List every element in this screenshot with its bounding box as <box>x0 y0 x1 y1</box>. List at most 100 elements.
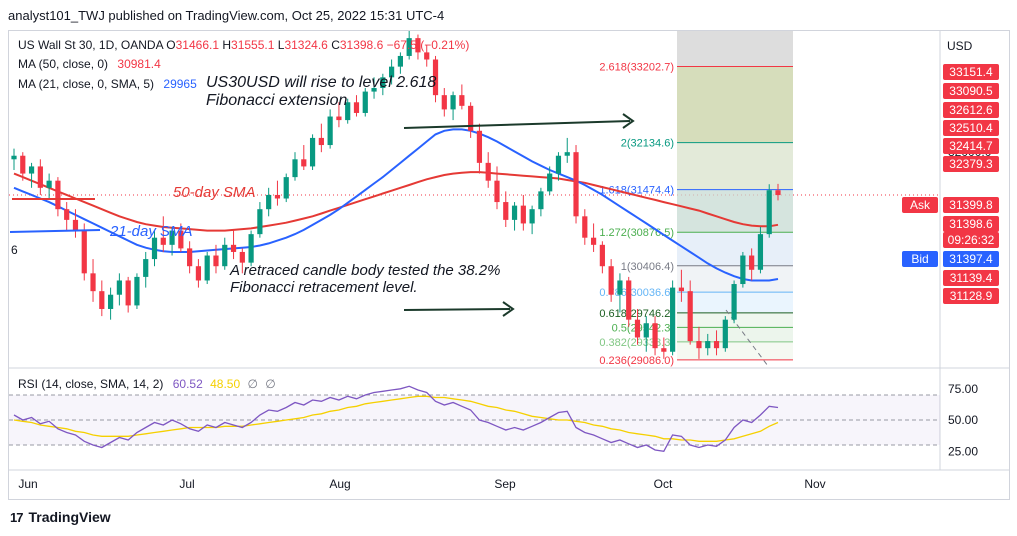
candle-body <box>670 287 676 352</box>
price-badge-text: 32510.4 <box>949 121 993 135</box>
fib-level-label: 1(30406.4) <box>621 261 674 273</box>
annotation-bottom-line: Fibonacci retracement level. <box>230 279 418 296</box>
candle-body <box>309 137 316 167</box>
low-label: L <box>277 38 285 52</box>
price-badge-text: 31139.4 <box>950 271 993 285</box>
candle-body <box>55 180 61 210</box>
candle-body <box>134 276 140 306</box>
chart-frame[interactable] <box>8 30 1010 500</box>
candle-body <box>64 209 70 220</box>
price-axis: USD32000.031000.030000.075.0050.0025.003… <box>902 39 999 458</box>
tradingview-footer[interactable]: 17 TradingView <box>10 509 111 525</box>
candle-body <box>37 166 43 188</box>
symbol-legend: US Wall St 30, 1D, OANDA O31466.1 H31555… <box>18 38 469 52</box>
ma21-label: MA (21, close, 0, SMA, 5) <box>18 77 155 91</box>
price-badge <box>943 270 999 286</box>
candle-body <box>643 323 649 338</box>
candle-body <box>107 294 114 309</box>
open-value: 31466.1 <box>175 38 220 52</box>
candle-body <box>538 191 544 210</box>
candle-body <box>687 291 693 342</box>
candle-body <box>705 341 711 349</box>
candle-body <box>204 255 210 281</box>
candle-body <box>389 66 395 78</box>
candle-body <box>661 348 667 352</box>
candle-body <box>90 273 96 292</box>
fib-zone-top <box>677 31 793 67</box>
candle-body <box>678 287 685 292</box>
month-label: Jun <box>18 477 37 491</box>
price-badge <box>943 156 999 172</box>
fib-zone <box>677 142 793 190</box>
price-badge-text: 32612.6 <box>949 103 993 117</box>
candle-body <box>274 194 281 199</box>
arrow-upper-head <box>622 113 635 129</box>
time-axis: Jun Jul Aug Sep Oct Nov <box>18 477 825 491</box>
candle-body <box>195 266 202 281</box>
rsi-ma-line <box>13 395 779 442</box>
candle-body <box>547 173 553 192</box>
candle-body <box>230 244 237 252</box>
price-badge <box>943 216 999 232</box>
fib-zone <box>677 232 793 266</box>
rsi-value: 60.52 <box>172 377 203 391</box>
price-badge <box>943 64 999 80</box>
arrow-lower-head <box>502 301 515 317</box>
open-label: O <box>166 38 176 52</box>
candle-body <box>239 251 245 263</box>
symbol-name: US Wall St 30, 1D, OANDA <box>18 38 163 52</box>
rsi-label: RSI (14, close, SMA, 14, 2) <box>18 377 164 391</box>
grid <box>9 31 1009 471</box>
quote-tag-text: Ask <box>910 198 931 212</box>
rsi-pane <box>9 385 940 453</box>
annotation-top: US30USD will rise to level 2.618 Fibonacc… <box>206 74 436 109</box>
ma21-legend: MA (21, close, 0, SMA, 5) 29965 <box>18 77 197 91</box>
annotation-bottom-line: A retraced candle body tested the 38.2% <box>229 262 500 279</box>
candle-body <box>775 190 781 196</box>
candle-body <box>99 291 105 309</box>
candle-body <box>749 255 755 270</box>
candle-body <box>494 180 500 203</box>
fib-level-label: 2(32134.6) <box>621 138 674 150</box>
candle-body <box>292 159 298 178</box>
month-label: Jul <box>179 477 194 491</box>
price-badge <box>943 251 999 267</box>
fib-level-label: 2.618(33202.7) <box>599 61 674 73</box>
price-badge-text: 32379.3 <box>949 157 993 171</box>
candle-body <box>28 166 35 174</box>
rsi-ma-value: 48.50 <box>210 377 241 391</box>
candle-body <box>476 130 483 163</box>
price-badge <box>943 102 999 118</box>
candle-body <box>301 159 307 167</box>
ma50-label: MA (50, close, 0) <box>18 57 109 71</box>
change-value: −67.5 (−0.21%) <box>386 38 470 52</box>
price-badge-text: 09:26:32 <box>948 233 995 247</box>
rsi-tick-label: 25.00 <box>948 444 978 458</box>
rsi-line <box>13 385 779 453</box>
candle-body <box>46 180 52 188</box>
candle-body <box>20 155 26 174</box>
price-badge <box>943 83 999 99</box>
candle-body <box>766 190 772 235</box>
candle-body <box>327 116 333 146</box>
candle-body <box>345 102 351 121</box>
candle-body <box>555 155 562 174</box>
ma50-value: 30981.4 <box>117 57 161 71</box>
candle-body <box>187 248 193 267</box>
candle-body <box>450 95 456 110</box>
candle-body <box>397 55 403 67</box>
candle-body <box>626 280 632 320</box>
currency-label: USD <box>947 39 973 53</box>
month-label: Oct <box>654 477 673 491</box>
arrow-lower-line <box>403 308 511 311</box>
annotation-bottom: A retraced candle body tested the 38.2% F… <box>229 262 500 296</box>
arrow-upper-line <box>403 120 631 129</box>
close-value: 31398.6 <box>339 38 384 52</box>
rsi-legend: RSI (14, close, SMA, 14, 2) 60.52 48.50 … <box>18 377 276 391</box>
annotations-layer: US30USD will rise to level 2.618 Fibonacc… <box>9 74 635 317</box>
candle-body <box>617 280 623 295</box>
ma50-legend: MA (50, close, 0) 30981.4 <box>18 57 161 71</box>
candle-body <box>468 105 474 131</box>
price-badge-text: 33151.4 <box>949 65 993 79</box>
